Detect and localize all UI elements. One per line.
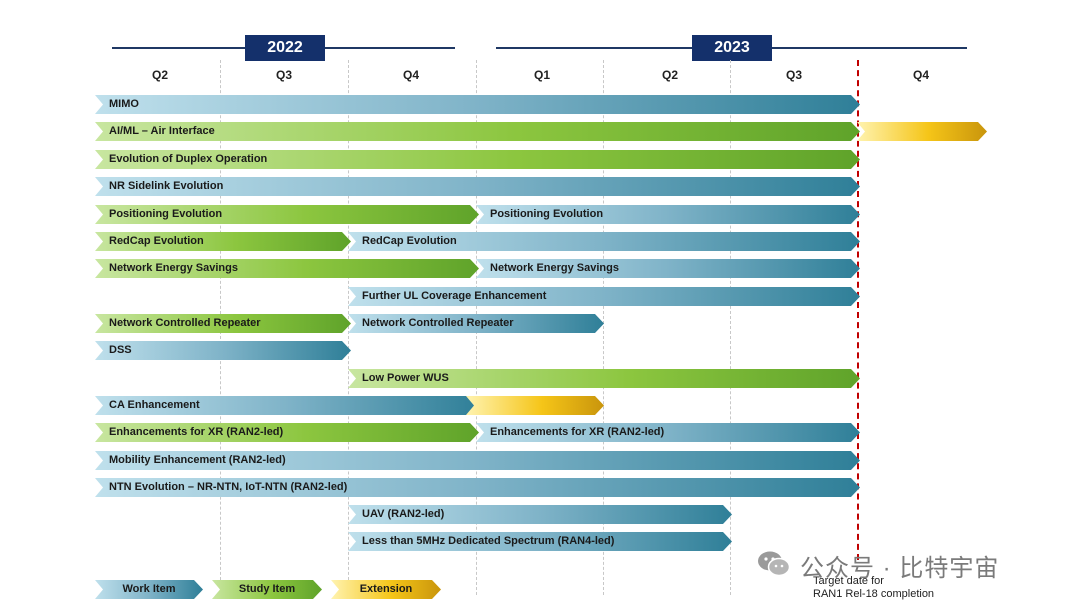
bar-label: Less than 5MHz Dedicated Spectrum (RAN4-… <box>362 535 615 547</box>
bar-aiml-study-item: AI/ML – Air Interface <box>95 122 860 141</box>
bar-label: NTN Evolution – NR-NTN, IoT-NTN (RAN2-le… <box>109 481 348 493</box>
quarter-label: Q3 <box>785 68 802 82</box>
bar-redcap-study-item: RedCap Evolution <box>95 232 351 251</box>
bar-label: Mobility Enhancement (RAN2-led) <box>109 454 286 466</box>
bar-label: Network Controlled Repeater <box>109 317 261 329</box>
bar-aiml-extension <box>857 122 987 141</box>
legend-label: Work Item <box>122 583 176 595</box>
legend-label: Extension <box>359 583 413 595</box>
bar-duplex-study-item: Evolution of Duplex Operation <box>95 150 860 169</box>
bar-positioning-work-item: Positioning Evolution <box>476 205 860 224</box>
quarter-label: Q1 <box>533 68 550 82</box>
bar-uav-work-item: UAV (RAN2-led) <box>348 505 732 524</box>
legend-study-item: Study Item <box>212 580 322 599</box>
bar-mimo-work-item: MIMO <box>95 95 860 114</box>
legend-work-item: Work Item <box>95 580 203 599</box>
quarter-divider <box>603 60 604 595</box>
bar-xr-work-item: Enhancements for XR (RAN2-led) <box>476 423 860 442</box>
quarter-label: Q2 <box>151 68 168 82</box>
bar-label: Network Controlled Repeater <box>362 317 514 329</box>
target-note-line: RAN1 Rel-18 completion <box>813 588 935 600</box>
quarter-label: Q4 <box>912 68 929 82</box>
legend-label: Study Item <box>238 583 296 595</box>
bar-label: Further UL Coverage Enhancement <box>362 290 547 302</box>
bar-label: UAV (RAN2-led) <box>362 508 445 520</box>
bar-wus-study-item: Low Power WUS <box>348 369 860 388</box>
bar-label: RedCap Evolution <box>109 235 204 247</box>
bar-label: NR Sidelink Evolution <box>109 180 224 192</box>
bar-energy-savings-study-item: Network Energy Savings <box>95 259 479 278</box>
bar-ca-extension <box>466 396 604 415</box>
bar-ul-coverage-work-item: Further UL Coverage Enhancement <box>348 287 860 306</box>
bar-ca-work-item: CA Enhancement <box>95 396 479 415</box>
bar-label: Network Energy Savings <box>490 262 619 274</box>
bar-label: Positioning Evolution <box>109 208 223 220</box>
quarter-divider <box>348 60 349 595</box>
bar-5mhz-work-item: Less than 5MHz Dedicated Spectrum (RAN4-… <box>348 532 732 551</box>
wechat-icon <box>758 551 791 577</box>
bar-sidelink-work-item: NR Sidelink Evolution <box>95 177 860 196</box>
year-2022-label: 2022 <box>245 35 325 61</box>
bar-label: MIMO <box>109 98 139 110</box>
quarter-label: Q4 <box>402 68 419 82</box>
bar-label: AI/ML – Air Interface <box>109 125 215 137</box>
quarter-label: Q3 <box>275 68 292 82</box>
bar-label: CA Enhancement <box>109 399 200 411</box>
target-note-line: Target date for <box>813 575 884 587</box>
bar-label: DSS <box>109 344 132 356</box>
bar-energy-savings-work-item: Network Energy Savings <box>476 259 860 278</box>
year-2023-label: 2023 <box>692 35 772 61</box>
bar-dss-work-item: DSS <box>95 341 351 360</box>
quarter-label: Q2 <box>661 68 678 82</box>
bar-label: Enhancements for XR (RAN2-led) <box>490 426 665 438</box>
bar-positioning-study-item: Positioning Evolution <box>95 205 479 224</box>
legend-extension: Extension <box>331 580 441 599</box>
bar-redcap-work-item: RedCap Evolution <box>348 232 860 251</box>
quarter-divider <box>730 60 731 595</box>
bar-label: RedCap Evolution <box>362 235 457 247</box>
bar-label: Low Power WUS <box>362 372 449 384</box>
bar-label: Enhancements for XR (RAN2-led) <box>109 426 284 438</box>
bar-mobility-work-item: Mobility Enhancement (RAN2-led) <box>95 451 860 470</box>
target-date-line <box>857 60 859 560</box>
bar-xr-study-item: Enhancements for XR (RAN2-led) <box>95 423 479 442</box>
bar-ntn-work-item: NTN Evolution – NR-NTN, IoT-NTN (RAN2-le… <box>95 478 860 497</box>
bar-ncr-study-item: Network Controlled Repeater <box>95 314 351 333</box>
target-date-note: Target date for RAN1 Rel-18 completion <box>813 575 934 601</box>
watermark-text: 公众号 · 比特宇宙 <box>800 555 1000 582</box>
bar-label: Positioning Evolution <box>490 208 604 220</box>
bar-ncr-work-item: Network Controlled Repeater <box>348 314 604 333</box>
bar-label: Evolution of Duplex Operation <box>109 153 268 165</box>
bar-label: Network Energy Savings <box>109 262 238 274</box>
